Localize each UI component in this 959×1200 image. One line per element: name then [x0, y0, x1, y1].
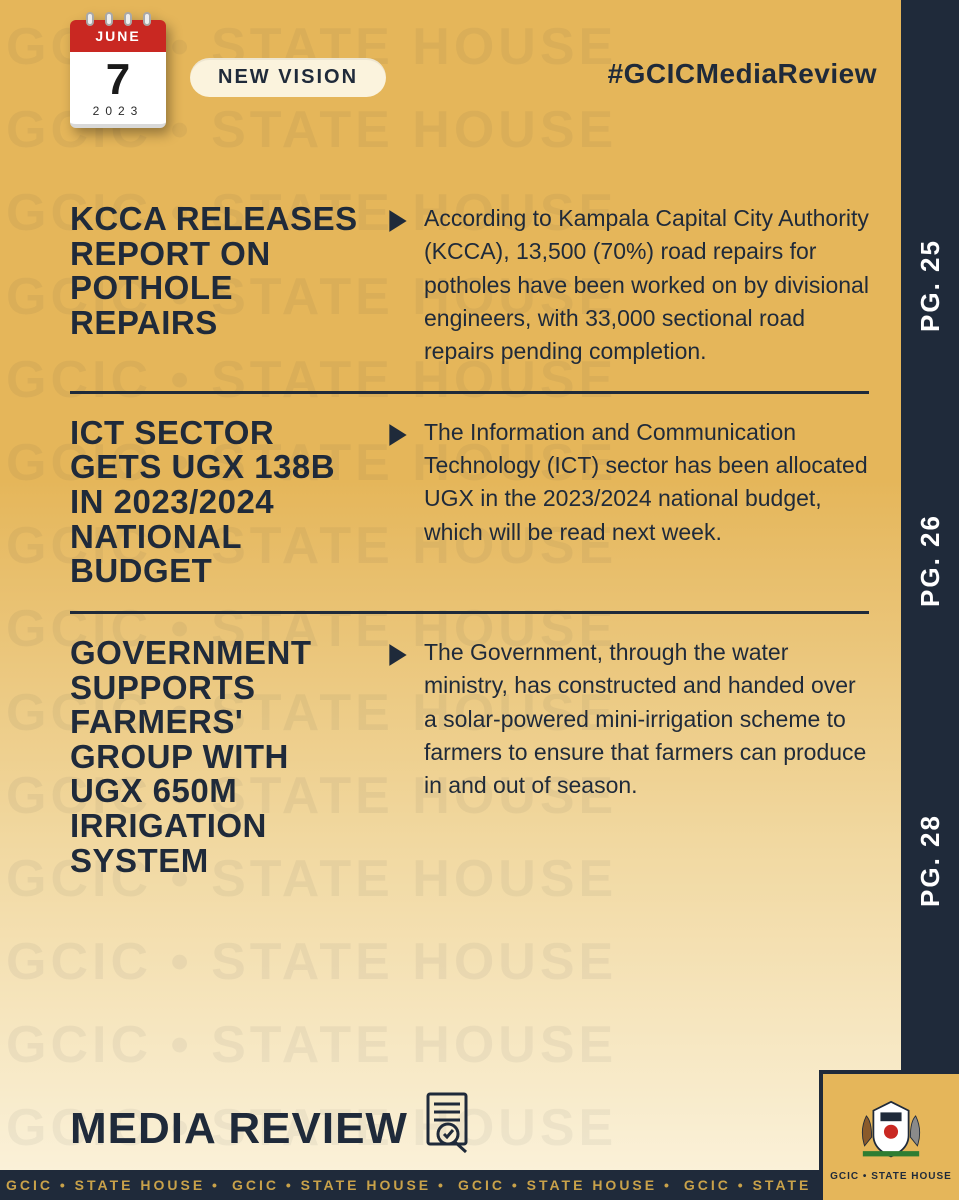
header: JUNE 7 2023 NEW VISION #GCICMediaReview	[0, 20, 901, 140]
story-row: GOVERNMENT SUPPORTS FARMERS' GROUP WITH …	[70, 611, 869, 900]
calendar-day: 7	[106, 58, 130, 102]
hashtag: #GCICMediaReview	[608, 58, 877, 90]
story-headline: GOVERNMENT SUPPORTS FARMERS' GROUP WITH …	[70, 636, 380, 878]
arrow-icon	[380, 636, 416, 878]
footer-title-row: MEDIA REVIEW	[70, 1090, 478, 1154]
coat-of-arms-icon	[847, 1093, 935, 1167]
page-number-label: PG. 26	[915, 514, 946, 607]
arrow-icon	[380, 202, 416, 369]
page-number-tag: PG. 25	[901, 215, 959, 355]
source-pill: NEW VISION	[190, 58, 386, 97]
crest-label: GCIC • STATE HOUSE	[830, 1171, 952, 1182]
calendar-body: 7 2023	[70, 52, 166, 128]
bottom-watermark-strip: GCIC • STATE HOUSE •GCIC • STATE HOUSE •…	[0, 1170, 959, 1200]
infographic-page: GCIC • STATE HOUSEGCIC • STATE HOUSEGCIC…	[0, 0, 959, 1200]
page-number-label: PG. 25	[915, 239, 946, 332]
page-number-tag: PG. 26	[901, 490, 959, 630]
calendar-icon: JUNE 7 2023	[70, 20, 166, 128]
story-headline: KCCA RELEASES REPORT ON POTHOLE REPAIRS	[70, 202, 380, 369]
document-search-icon	[422, 1090, 478, 1154]
story-headline: ICT SECTOR GETS UGX 138B IN 2023/2024 NA…	[70, 416, 380, 589]
crest-badge: GCIC • STATE HOUSE	[819, 1070, 959, 1200]
calendar-rings	[70, 12, 166, 26]
story-body: The Government, through the water minist…	[416, 636, 869, 878]
footer-title-text: MEDIA REVIEW	[70, 1104, 408, 1154]
footer: MEDIA REVIEW GCIC • STATE HOUSE •GCIC • …	[0, 1070, 959, 1200]
story-row: ICT SECTOR GETS UGX 138B IN 2023/2024 NA…	[70, 391, 869, 611]
stories-container: KCCA RELEASES REPORT ON POTHOLE REPAIRS …	[70, 180, 869, 1050]
calendar-year: 2023	[93, 104, 144, 118]
story-body: According to Kampala Capital City Author…	[416, 202, 869, 369]
page-number-label: PG. 28	[915, 814, 946, 907]
story-row: KCCA RELEASES REPORT ON POTHOLE REPAIRS …	[70, 180, 869, 391]
story-body: The Information and Communication Techno…	[416, 416, 869, 589]
page-number-tag: PG. 28	[901, 790, 959, 930]
arrow-icon	[380, 416, 416, 589]
